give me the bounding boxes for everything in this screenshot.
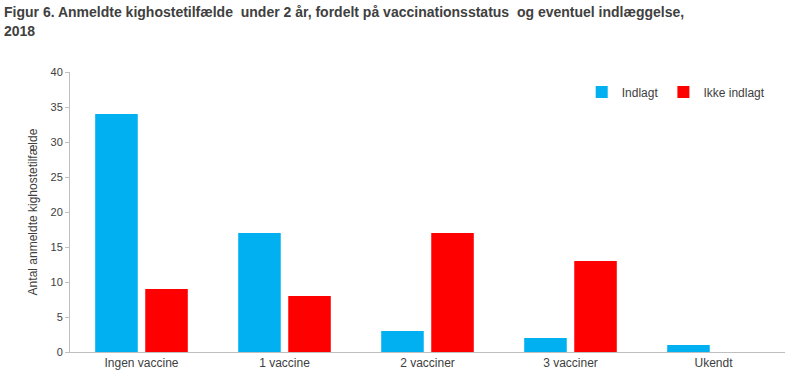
svg-text:Indlagt: Indlagt [622, 86, 659, 100]
svg-text:40: 40 [51, 66, 63, 78]
svg-text:Ikke indlagt: Ikke indlagt [703, 86, 764, 100]
svg-text:3 vacciner: 3 vacciner [543, 356, 598, 370]
svg-text:5: 5 [57, 311, 63, 323]
svg-text:35: 35 [51, 101, 63, 113]
svg-text:20: 20 [51, 206, 63, 218]
svg-text:30: 30 [51, 136, 63, 148]
svg-text:Antal anmeldte kighostetilfæld: Antal anmeldte kighostetilfælde [26, 128, 40, 295]
svg-text:25: 25 [51, 171, 63, 183]
svg-text:Ukendt: Ukendt [694, 356, 733, 370]
svg-text:0: 0 [57, 346, 63, 358]
svg-text:10: 10 [51, 276, 63, 288]
svg-text:Ingen vaccine: Ingen vaccine [104, 356, 178, 370]
svg-text:Figur 6. Anmeldte kighostetilf: Figur 6. Anmeldte kighostetilfælde under… [4, 4, 684, 38]
svg-text:15: 15 [51, 241, 63, 253]
svg-text:1 vaccine: 1 vaccine [259, 356, 310, 370]
svg-text:2 vacciner: 2 vacciner [400, 356, 455, 370]
